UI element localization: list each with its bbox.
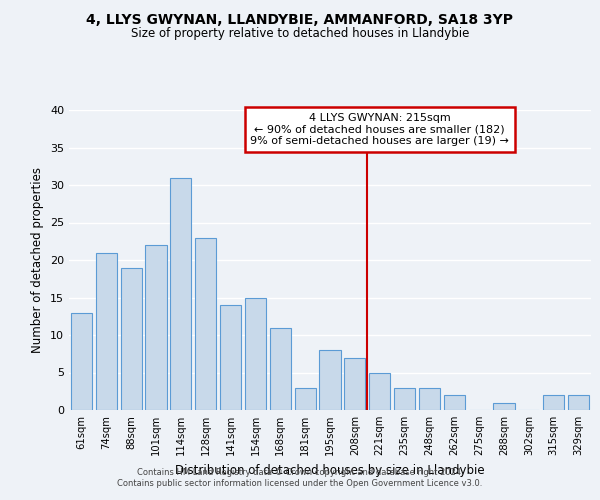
Bar [444, 395, 465, 410]
Y-axis label: Number of detached properties: Number of detached properties [31, 167, 44, 353]
Bar [220, 305, 241, 410]
X-axis label: Distribution of detached houses by size in Llandybie: Distribution of detached houses by size … [175, 464, 485, 476]
Bar [543, 395, 564, 410]
Bar [319, 350, 341, 410]
Bar [96, 252, 117, 410]
Bar [568, 395, 589, 410]
Bar [369, 372, 390, 410]
Text: 4 LLYS GWYNAN: 215sqm
← 90% of detached houses are smaller (182)
9% of semi-deta: 4 LLYS GWYNAN: 215sqm ← 90% of detached … [250, 113, 509, 146]
Bar [195, 238, 216, 410]
Bar [394, 388, 415, 410]
Bar [145, 245, 167, 410]
Bar [170, 178, 191, 410]
Text: 4, LLYS GWYNAN, LLANDYBIE, AMMANFORD, SA18 3YP: 4, LLYS GWYNAN, LLANDYBIE, AMMANFORD, SA… [86, 12, 514, 26]
Bar [245, 298, 266, 410]
Bar [295, 388, 316, 410]
Bar [71, 312, 92, 410]
Bar [493, 402, 515, 410]
Bar [270, 328, 291, 410]
Bar [121, 268, 142, 410]
Bar [344, 358, 365, 410]
Text: Size of property relative to detached houses in Llandybie: Size of property relative to detached ho… [131, 28, 469, 40]
Text: Contains HM Land Registry data © Crown copyright and database right 2024.
Contai: Contains HM Land Registry data © Crown c… [118, 468, 482, 487]
Bar [419, 388, 440, 410]
